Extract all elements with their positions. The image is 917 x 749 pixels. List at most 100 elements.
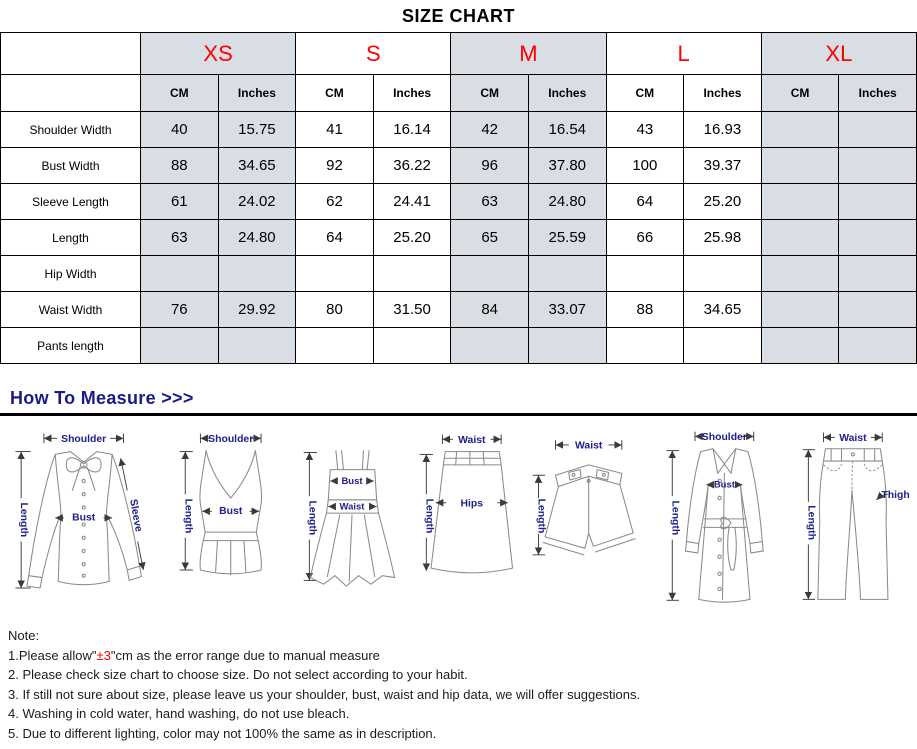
value-cell xyxy=(217,255,297,292)
value-cell xyxy=(527,255,607,292)
length-arrow xyxy=(179,451,193,571)
section-divider xyxy=(0,413,917,416)
note-line-2: 2. Please check size chart to choose siz… xyxy=(8,667,468,682)
value-cell xyxy=(838,291,917,328)
skirt-diagram: Waist Length Hips xyxy=(419,434,513,574)
value-cell: 25.20 xyxy=(683,183,762,220)
tank-top-diagram: Shoulder Length Bust xyxy=(179,433,263,576)
blouse-outline xyxy=(26,451,142,589)
measurement-row: Sleeve Length 61 24.02 62 24.41 63 24.80 64 25.2… xyxy=(0,183,917,220)
value-cell xyxy=(527,327,607,364)
value-cell: 40 xyxy=(140,111,219,148)
unit-header-inches: Inches xyxy=(217,74,297,112)
measure-label-thigh: Thigh xyxy=(882,490,910,501)
value-cell xyxy=(838,255,917,292)
waist-arrow xyxy=(555,440,623,450)
pants-stitching xyxy=(823,461,883,491)
measurement-row: Hip Width xyxy=(0,255,917,292)
measure-label-length: Length xyxy=(669,501,680,536)
value-cell xyxy=(683,327,762,364)
value-cell: 63 xyxy=(450,183,529,220)
size-header-xs: XS xyxy=(139,32,297,75)
measurement-row: Length 63 24.80 64 25.20 65 25.59 66 25.98 xyxy=(0,219,917,256)
note-1-tolerance: ±3 xyxy=(96,647,111,663)
measure-label-length: Length xyxy=(182,499,193,534)
value-cell xyxy=(838,147,917,184)
row-label: Pants length xyxy=(0,327,141,364)
value-cell: 42 xyxy=(450,111,529,148)
shoulder-arrow xyxy=(43,433,124,444)
size-table: XS S M L XL CM Inches CM Inches CM Inches CM Inches C… xyxy=(0,32,917,364)
pants-diagram: Waist Length Thigh xyxy=(803,432,910,600)
value-cell xyxy=(760,219,840,256)
unit-header-row: CM Inches CM Inches CM Inches CM Inches CM Inches xyxy=(0,74,917,112)
unit-header-cm: CM xyxy=(295,74,374,112)
row-label: Bust Width xyxy=(0,147,141,184)
measure-label-length: Length xyxy=(806,505,817,540)
value-cell xyxy=(372,327,452,364)
row-label: Length xyxy=(0,219,141,256)
value-cell: 16.14 xyxy=(372,111,452,148)
note-line-4: 4. Washing in cold water, hand washing, … xyxy=(8,706,350,721)
value-cell xyxy=(760,255,840,292)
value-cell: 33.07 xyxy=(527,291,607,328)
value-cell: 24.80 xyxy=(217,219,297,256)
length-arrow xyxy=(803,449,816,600)
size-header-m: M xyxy=(450,32,607,75)
value-cell: 25.59 xyxy=(527,219,607,256)
row-label: Hip Width xyxy=(0,255,141,292)
value-cell xyxy=(683,255,762,292)
value-cell: 43 xyxy=(605,111,685,148)
row-label: Shoulder Width xyxy=(0,111,141,148)
value-cell: 34.65 xyxy=(217,147,297,184)
shorts-outline xyxy=(543,464,637,556)
note-1-suffix: "cm as the error range due to manual mea… xyxy=(110,647,380,663)
value-cell xyxy=(760,111,840,148)
value-cell: 16.54 xyxy=(527,111,607,148)
note-line-1: 1.Please allow"±3"cm as the error range … xyxy=(8,646,917,666)
value-cell: 65 xyxy=(450,219,529,256)
value-cell: 100 xyxy=(605,147,685,184)
measure-label-waist: Waist xyxy=(458,435,486,446)
pants-outline xyxy=(823,448,884,462)
value-cell xyxy=(838,183,917,220)
blouse-diagram: Shoulder Length xyxy=(15,433,146,589)
thigh-arrow xyxy=(876,491,889,501)
value-cell: 64 xyxy=(295,219,374,256)
value-cell: 66 xyxy=(605,219,685,256)
size-table-body: XS S M L XL CM Inches CM Inches CM Inches CM Inches C… xyxy=(0,32,917,364)
size-header-xl: XL xyxy=(760,32,917,75)
unit-header-inches: Inches xyxy=(683,74,762,112)
value-cell: 24.41 xyxy=(372,183,452,220)
size-header-s: S xyxy=(295,32,452,75)
value-cell xyxy=(605,327,685,364)
dress-diagram: Length Bust Waist xyxy=(303,450,395,587)
row-label: Waist Width xyxy=(0,291,141,328)
value-cell xyxy=(372,255,452,292)
value-cell: 25.98 xyxy=(683,219,762,256)
value-cell: 25.20 xyxy=(372,219,452,256)
row-label: Sleeve Length xyxy=(0,183,141,220)
pants-legs xyxy=(817,460,889,600)
value-cell: 37.80 xyxy=(527,147,607,184)
measure-label-bust: Bust xyxy=(713,480,735,491)
shoulder-arrow xyxy=(200,433,262,444)
measure-label-waist: Waist xyxy=(575,441,603,452)
coat-diagram: Shoulder Length xyxy=(666,431,764,603)
size-header-row: XS S M L XL xyxy=(0,32,917,75)
value-cell: 41 xyxy=(295,111,374,148)
value-cell: 84 xyxy=(450,291,529,328)
measure-label-waist: Waist xyxy=(339,501,365,512)
measurement-row: Waist Width 76 29.92 80 31.50 84 33.07 88 34.65 xyxy=(0,291,917,328)
length-arrow xyxy=(15,451,31,589)
note-line-5: 5. Due to different lighting, color may … xyxy=(8,725,437,741)
value-cell xyxy=(838,327,917,364)
value-cell: 24.80 xyxy=(527,183,607,220)
measure-label-bust: Bust xyxy=(219,506,243,517)
value-cell: 88 xyxy=(140,147,219,184)
corner-cell xyxy=(0,74,141,112)
value-cell: 34.65 xyxy=(683,291,762,328)
value-cell: 39.37 xyxy=(683,147,762,184)
value-cell: 88 xyxy=(605,291,685,328)
value-cell: 24.02 xyxy=(217,183,297,220)
